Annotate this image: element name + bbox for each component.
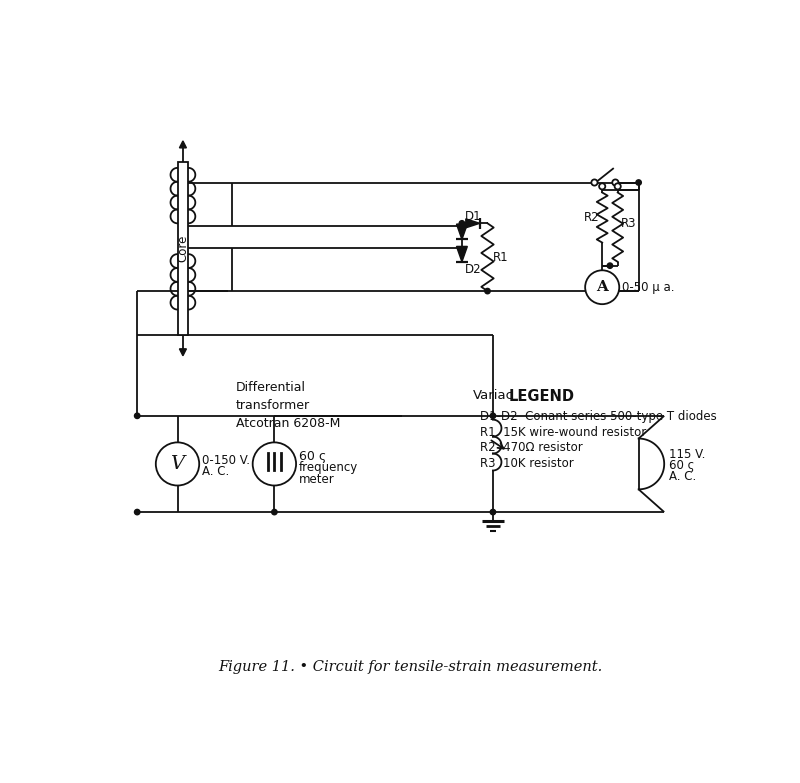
Text: Core: Core	[177, 235, 190, 262]
Text: A: A	[596, 280, 608, 294]
Circle shape	[585, 270, 619, 304]
Circle shape	[272, 510, 277, 514]
Text: R1  15K wire-wound resistor: R1 15K wire-wound resistor	[480, 426, 646, 438]
Text: frequency: frequency	[299, 461, 358, 474]
Polygon shape	[466, 218, 480, 228]
Circle shape	[134, 510, 140, 514]
FancyBboxPatch shape	[178, 162, 188, 335]
Text: V: V	[170, 455, 185, 473]
Circle shape	[490, 510, 496, 514]
Polygon shape	[179, 141, 186, 148]
Circle shape	[599, 183, 606, 189]
Polygon shape	[179, 349, 186, 355]
Text: D2: D2	[465, 263, 482, 276]
Circle shape	[607, 263, 613, 269]
Circle shape	[156, 442, 199, 485]
Circle shape	[636, 180, 642, 186]
Text: D1-D2  Conant series 500-type T diodes: D1-D2 Conant series 500-type T diodes	[480, 410, 717, 424]
Polygon shape	[457, 224, 467, 240]
Text: D1: D1	[465, 210, 482, 222]
Text: 0-150 V.: 0-150 V.	[202, 453, 250, 467]
Text: 60 ς: 60 ς	[299, 449, 326, 463]
Circle shape	[612, 179, 618, 186]
Text: 60 ς: 60 ς	[669, 459, 694, 472]
Text: A. C.: A. C.	[669, 470, 696, 483]
Text: R2  470Ω resistor: R2 470Ω resistor	[480, 442, 582, 454]
Text: Variac: Variac	[473, 389, 514, 402]
Circle shape	[459, 221, 465, 226]
Circle shape	[485, 288, 490, 294]
Text: R3: R3	[621, 217, 636, 230]
Circle shape	[490, 413, 496, 419]
Text: R3  10K resistor: R3 10K resistor	[480, 456, 574, 470]
Text: A. C.: A. C.	[202, 465, 230, 478]
Text: 0-50 μ a.: 0-50 μ a.	[622, 281, 675, 294]
Text: Figure 11. • Circuit for tensile-strain measurement.: Figure 11. • Circuit for tensile-strain …	[218, 660, 602, 673]
Text: Differential
transformer
Atcotran 6208-M: Differential transformer Atcotran 6208-M	[236, 381, 340, 430]
Text: meter: meter	[299, 473, 335, 485]
Text: LEGEND: LEGEND	[509, 389, 574, 404]
Polygon shape	[457, 247, 467, 262]
Text: 115 V.: 115 V.	[669, 448, 706, 461]
Text: R1: R1	[493, 251, 509, 264]
Circle shape	[591, 179, 598, 186]
Circle shape	[134, 413, 140, 419]
Circle shape	[253, 442, 296, 485]
Text: R2: R2	[584, 211, 600, 224]
Circle shape	[614, 183, 621, 189]
